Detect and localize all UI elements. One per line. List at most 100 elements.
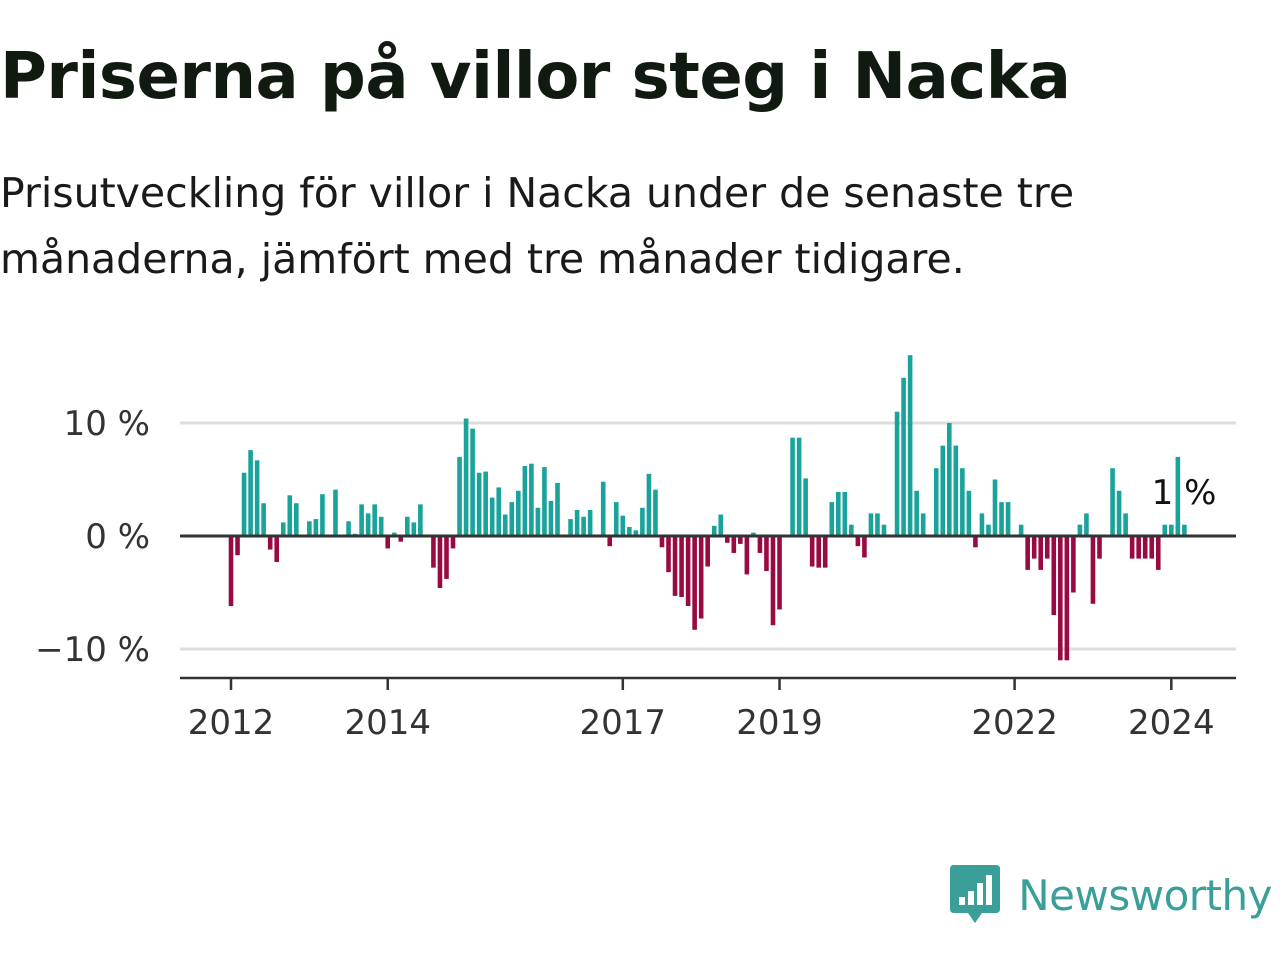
bar xyxy=(418,504,423,536)
y-tick-label: −10 % xyxy=(35,630,150,670)
bar xyxy=(522,465,528,536)
bar xyxy=(1123,513,1128,536)
page-subtitle: Prisutveckling för villor i Nacka under … xyxy=(0,169,1075,283)
bar xyxy=(555,482,560,536)
bar xyxy=(738,536,743,544)
bar xyxy=(228,536,234,607)
chart: 10 % 0 % −10 % 2012 2014 2017 2019 2022 2024 1 % xyxy=(0,330,1280,760)
bar xyxy=(1077,524,1083,536)
bar xyxy=(548,500,554,536)
bar xyxy=(405,516,410,536)
bar xyxy=(1169,524,1174,536)
bar xyxy=(718,514,724,536)
bar xyxy=(849,524,854,536)
bar xyxy=(1025,536,1030,570)
x-tick-label: 2019 xyxy=(736,703,823,743)
bar xyxy=(1162,524,1168,536)
bar xyxy=(1071,536,1076,593)
bar xyxy=(450,536,456,549)
bar xyxy=(287,495,293,536)
last-value-label: 1 % xyxy=(1152,473,1217,513)
x-tick-label: 2022 xyxy=(971,703,1058,743)
bar xyxy=(241,472,247,536)
bar xyxy=(901,377,906,536)
bar xyxy=(261,503,266,536)
bar xyxy=(999,502,1004,536)
bar xyxy=(875,513,880,536)
bar xyxy=(666,536,671,573)
brand: Newsworthy xyxy=(950,862,1272,928)
bar xyxy=(235,536,240,556)
bar xyxy=(724,536,730,543)
bar xyxy=(646,473,652,536)
bar xyxy=(280,522,286,536)
bar xyxy=(685,536,691,607)
bar xyxy=(947,423,952,536)
bar xyxy=(542,467,547,536)
bar xyxy=(457,456,462,536)
bar xyxy=(672,536,678,596)
bar xyxy=(1031,536,1037,559)
bar xyxy=(359,504,364,536)
bar xyxy=(973,536,978,548)
bar xyxy=(907,355,913,536)
bar xyxy=(502,514,508,536)
bar xyxy=(1155,536,1161,570)
bar xyxy=(842,491,848,536)
bar xyxy=(320,494,325,536)
bar xyxy=(1064,536,1070,661)
bar xyxy=(411,522,417,536)
page-title: Priserna på villor steg i Nacka xyxy=(0,40,1071,114)
bar xyxy=(829,502,835,536)
bar xyxy=(835,491,841,536)
bar xyxy=(333,489,338,536)
bar xyxy=(705,536,710,567)
bar xyxy=(640,507,645,536)
bar xyxy=(391,532,397,536)
bar xyxy=(587,510,593,536)
brand-name: Newsworthy xyxy=(1018,870,1272,920)
bar xyxy=(914,490,919,536)
bar xyxy=(960,468,965,536)
bar xyxy=(581,516,586,536)
bar xyxy=(600,481,606,536)
bar xyxy=(529,463,534,536)
bar xyxy=(953,445,959,536)
bar xyxy=(470,428,475,536)
bar xyxy=(365,513,371,536)
bar xyxy=(483,471,488,536)
bar xyxy=(751,532,756,536)
bar xyxy=(1038,536,1044,570)
x-tick-label: 2017 xyxy=(580,703,667,743)
bar xyxy=(535,507,541,536)
y-tick-label: 0 % xyxy=(85,517,150,557)
bar xyxy=(698,536,704,619)
bar xyxy=(1018,524,1024,536)
bar xyxy=(444,536,449,579)
y-tick-label: 10 % xyxy=(64,404,150,444)
bar xyxy=(816,536,821,568)
bar xyxy=(1175,456,1181,536)
bar xyxy=(294,503,299,536)
bar xyxy=(744,536,750,575)
bar xyxy=(431,536,436,568)
bar xyxy=(1051,536,1057,616)
bar xyxy=(1182,524,1187,536)
bar xyxy=(372,504,377,536)
bar xyxy=(979,513,985,536)
bar xyxy=(1097,536,1102,559)
bar xyxy=(1149,536,1155,559)
bar xyxy=(437,536,443,588)
bar xyxy=(574,510,580,536)
x-tick-label: 2012 xyxy=(188,703,275,743)
bar xyxy=(516,490,521,536)
bar xyxy=(770,536,776,626)
bar xyxy=(920,513,926,536)
x-tick-label: 2014 xyxy=(344,703,431,743)
bar xyxy=(679,536,684,598)
bar xyxy=(803,478,808,536)
bar xyxy=(476,472,482,536)
bar xyxy=(1110,468,1115,536)
bar xyxy=(933,468,939,536)
x-tick-label: 2024 xyxy=(1128,703,1215,743)
